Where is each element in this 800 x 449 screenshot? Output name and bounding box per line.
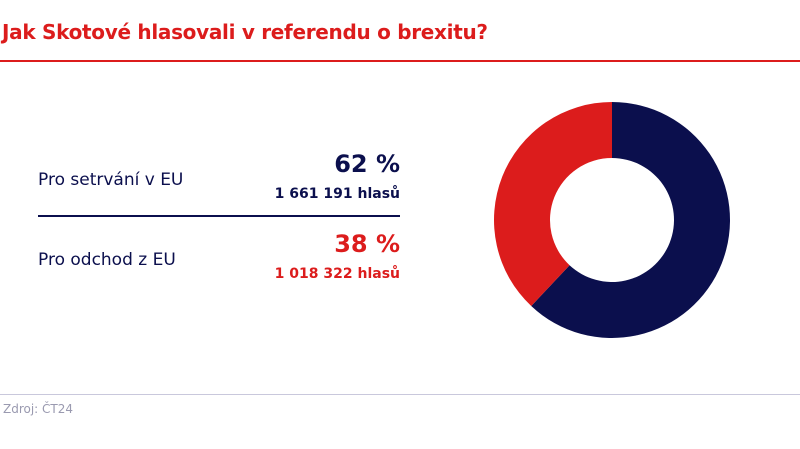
source-note: Zdroj: ČT24 (3, 402, 74, 416)
title-divider (0, 60, 800, 62)
donut-slice-1 (531, 102, 730, 339)
legend-label: Pro odchod z EU (38, 250, 176, 270)
chart-title: Jak Skotové hlasovali v referendu o brex… (2, 20, 488, 44)
donut-slice-2 (493, 102, 612, 307)
legend-label: Pro setrvání v EU (38, 170, 184, 190)
legend-votes: 1 018 322 hlasů (274, 266, 400, 282)
legend-divider (38, 215, 400, 217)
footer-divider (0, 394, 800, 395)
legend-percent: 38 % (334, 230, 400, 258)
legend-votes: 1 661 191 hlasů (274, 186, 400, 202)
legend-percent: 62 % (334, 150, 400, 178)
